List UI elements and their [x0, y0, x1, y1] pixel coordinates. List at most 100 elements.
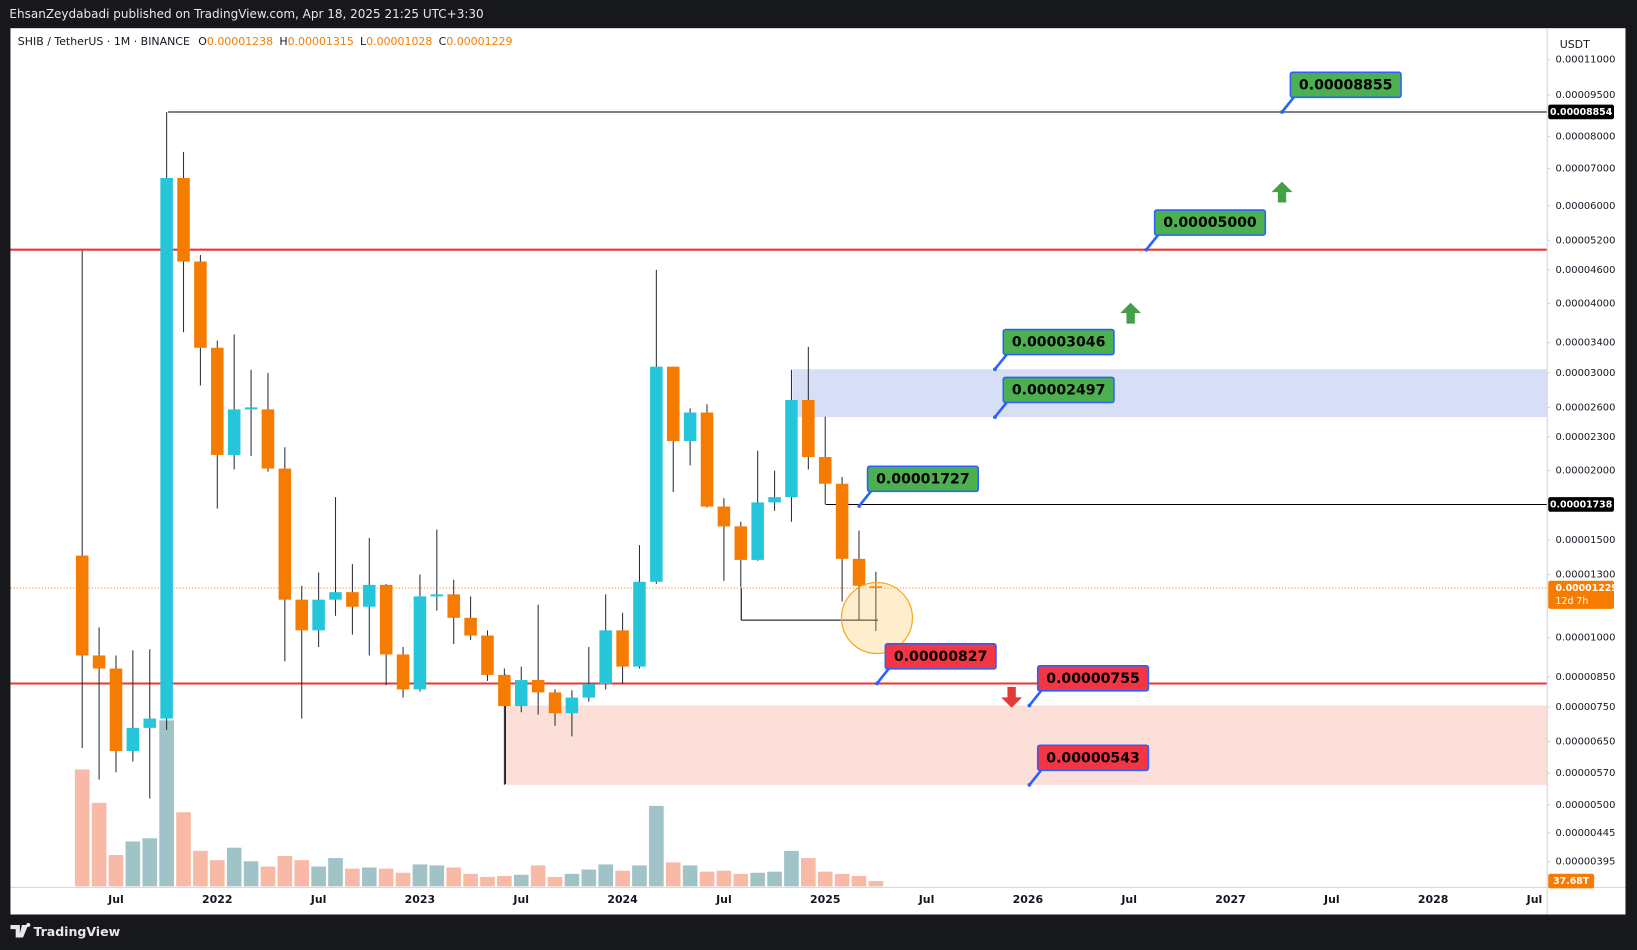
y-tick-label: 0.00001500: [1556, 535, 1616, 546]
volume-bar: [209, 860, 225, 887]
legend-key: H: [279, 35, 287, 48]
annotation-tip: [1280, 110, 1284, 114]
annotation-box: [1036, 744, 1150, 772]
x-tick-label: Jul: [512, 893, 529, 906]
annotation-label: 0.00000827: [894, 649, 988, 665]
up-arrow: [1120, 302, 1142, 324]
volume-label-box: [1548, 873, 1595, 889]
candle-body: [818, 457, 832, 484]
y-tick-label: 0.00001000: [1556, 633, 1616, 644]
annotation-box: [1002, 328, 1115, 356]
y-tick-label: 0.00000850: [1556, 672, 1616, 683]
annotation-pointer: [993, 400, 1009, 418]
volume-bar: [243, 861, 259, 887]
y-tick-label: 0.00003400: [1556, 338, 1616, 349]
footer-brand: TradingView: [33, 924, 120, 939]
volume-bar: [311, 866, 326, 887]
volume-bar: [851, 875, 867, 887]
candle-body: [869, 586, 883, 588]
candle-body: [514, 680, 528, 707]
annotation-pointer: [875, 667, 891, 685]
candle-body: [481, 635, 494, 675]
volume-bar: [767, 871, 782, 887]
highlight-circle: [840, 581, 914, 655]
y-tick-label: 0.00002600: [1556, 402, 1616, 413]
candle-body: [650, 366, 663, 582]
candle-body: [396, 654, 410, 690]
volume-bar: [226, 847, 242, 887]
annotation-pointer: [858, 489, 873, 507]
x-tick-label: 2026: [1013, 893, 1044, 906]
x-tick-label: Jul: [107, 893, 124, 906]
annotation-box: [884, 643, 997, 670]
x-tick-label: Jul: [715, 893, 732, 906]
annotation-box: [1036, 665, 1150, 692]
candle-body: [582, 684, 596, 698]
volume-bar: [750, 872, 765, 887]
annotation-tip: [1027, 703, 1032, 708]
volume-bar: [176, 812, 191, 887]
x-tick-label: Jul: [310, 893, 327, 906]
y-tick-label: 0.00004000: [1556, 299, 1616, 310]
down-arrow: [1001, 686, 1023, 708]
annotation-tip: [993, 367, 997, 372]
volume-bar: [159, 720, 174, 887]
annotation-label: 0.00001727: [876, 471, 970, 487]
candle-body: [683, 412, 697, 442]
candle-body: [160, 177, 173, 719]
volume-bar: [682, 865, 698, 887]
volume-bar: [598, 864, 614, 887]
volume-bar: [429, 865, 445, 887]
volume-bar: [513, 874, 529, 887]
volume-bar: [834, 873, 850, 887]
candle-body: [633, 581, 646, 667]
y-tick-label: 0.00008000: [1556, 131, 1616, 142]
y-tick-label: 0.00000395: [1556, 857, 1616, 868]
volume-bar: [480, 876, 495, 887]
volume-bar: [142, 838, 158, 887]
y-tick-label: 0.00002000: [1556, 466, 1616, 477]
candle-body: [599, 630, 612, 685]
x-tick-label: 2027: [1215, 893, 1246, 906]
y-tick-label: 0.00002300: [1556, 432, 1616, 443]
annotation-label: 0.00000543: [1046, 750, 1140, 766]
y-tick-label: 0.00004600: [1556, 265, 1616, 276]
volume-bar: [277, 856, 293, 887]
candle-body: [751, 502, 764, 560]
volume-bar: [530, 865, 546, 887]
candle-body: [700, 412, 714, 507]
legend-key: L: [360, 35, 367, 48]
volume-bar: [412, 864, 428, 887]
countdown: 12d 7h: [1556, 596, 1589, 607]
annotation-tip: [875, 681, 879, 686]
y-tick-label: 0.00007000: [1556, 164, 1616, 175]
candle-body: [785, 399, 798, 498]
candle-body: [565, 697, 579, 714]
annotation-label: 0.00000755: [1046, 671, 1140, 687]
candle-body: [75, 555, 89, 656]
y-tick-label: 0.00000650: [1556, 737, 1616, 748]
annotation-tip: [993, 415, 997, 419]
volume-bar: [361, 867, 377, 887]
volume-bar: [581, 869, 597, 887]
legend: SHIB / TetherUS · 1M · BINANCE O0.0000123…: [18, 35, 513, 48]
candle-body: [852, 558, 866, 586]
y-tick-label: 0.00009500: [1556, 90, 1616, 101]
volume-bar: [716, 870, 732, 887]
price-label-box: [1548, 497, 1614, 512]
x-tick-label: Jul: [918, 893, 935, 906]
candle-body: [194, 261, 207, 348]
volume-bar: [395, 872, 411, 887]
volume-bar: [547, 876, 563, 887]
annotation-pointer: [1028, 768, 1043, 786]
volume-bar: [733, 873, 749, 887]
legend-key: C: [439, 35, 447, 48]
zone: [505, 705, 1548, 785]
annotation-tip: [1027, 783, 1032, 787]
annotation-box: [1289, 71, 1402, 99]
candle-body: [531, 680, 545, 693]
candle-body: [261, 409, 275, 469]
volume-bar: [91, 802, 107, 887]
candle-body: [227, 409, 241, 455]
annotation-box: [866, 465, 980, 493]
